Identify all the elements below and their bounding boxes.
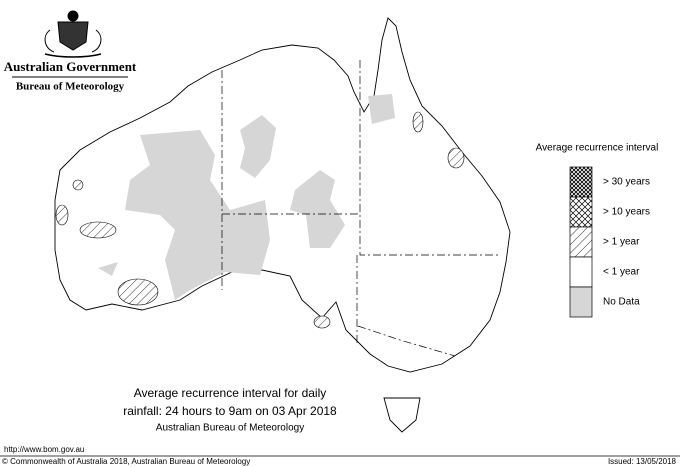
no-data-area (368, 94, 395, 124)
legend-label: > 30 years (603, 177, 650, 188)
map (54, 17, 511, 433)
hatched-area (313, 315, 331, 329)
legend-swatch (569, 286, 593, 318)
no-data-area (240, 115, 276, 178)
hatched-area (55, 204, 69, 226)
mainland (54, 17, 511, 373)
state-border (357, 325, 456, 357)
legend-label: > 10 years (603, 207, 650, 218)
legend-label: < 1 year (603, 267, 640, 278)
hatched-area (117, 278, 159, 306)
caption-line: Average recurrence interval for daily (134, 386, 327, 400)
tasmania (383, 397, 421, 433)
legend-swatch (569, 196, 593, 228)
legend-label: No Data (603, 297, 640, 308)
no-data-area (98, 262, 118, 276)
legend-swatch (569, 256, 593, 288)
legend: Average recurrence interval > 30 years >… (536, 143, 659, 318)
header-title: Australian Government (4, 59, 137, 74)
hatched-area (447, 147, 465, 169)
hatched-area (72, 179, 84, 191)
crest (44, 10, 102, 58)
footer-issued: Issued: 13/05/2018 (608, 457, 677, 466)
header-subtitle: Bureau of Meteorology (16, 81, 125, 93)
hatched-area (79, 221, 117, 239)
legend-title: Average recurrence interval (536, 143, 659, 154)
caption-line: rainfall: 24 hours to 9am on 03 Apr 2018 (123, 404, 337, 418)
no-data-area (125, 130, 270, 300)
footer-copyright: © Commonwealth of Australia 2018, Austra… (2, 457, 250, 466)
footer-url: http://www.bom.gov.au (4, 445, 84, 454)
no-data-area (290, 170, 345, 248)
state-border (359, 60, 500, 256)
caption-source: Australian Bureau of Meteorology (156, 423, 304, 434)
legend-swatch (569, 226, 593, 258)
legend-swatch (569, 166, 593, 198)
legend-label: > 1 year (603, 237, 640, 248)
hatched-area (412, 111, 424, 133)
